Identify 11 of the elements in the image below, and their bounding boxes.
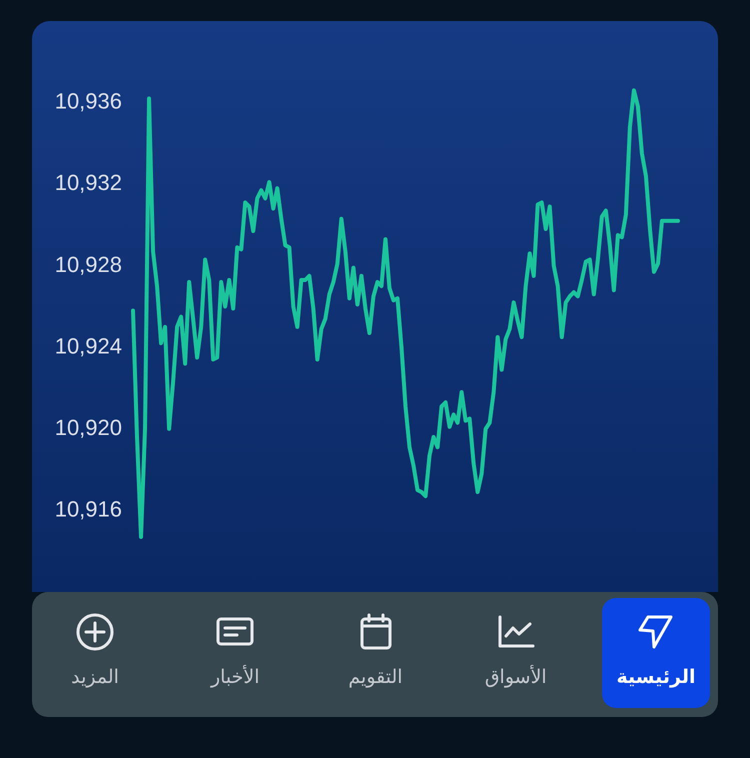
y-tick-label: 10,916: [54, 496, 122, 522]
y-tick-label: 10,932: [54, 170, 122, 196]
text: الأسواق: [484, 664, 548, 690]
y-tick-label: 10,936: [54, 88, 122, 114]
text: المزيد: [70, 665, 120, 690]
y-tick-label: 10,920: [54, 414, 122, 440]
y-tick-label: 10,924: [54, 333, 122, 358]
y-tick-label: 10,928: [54, 252, 122, 277]
text: الأخبار: [209, 664, 261, 690]
text: الرئيسية: [616, 665, 696, 690]
text: التقويم: [347, 665, 404, 690]
